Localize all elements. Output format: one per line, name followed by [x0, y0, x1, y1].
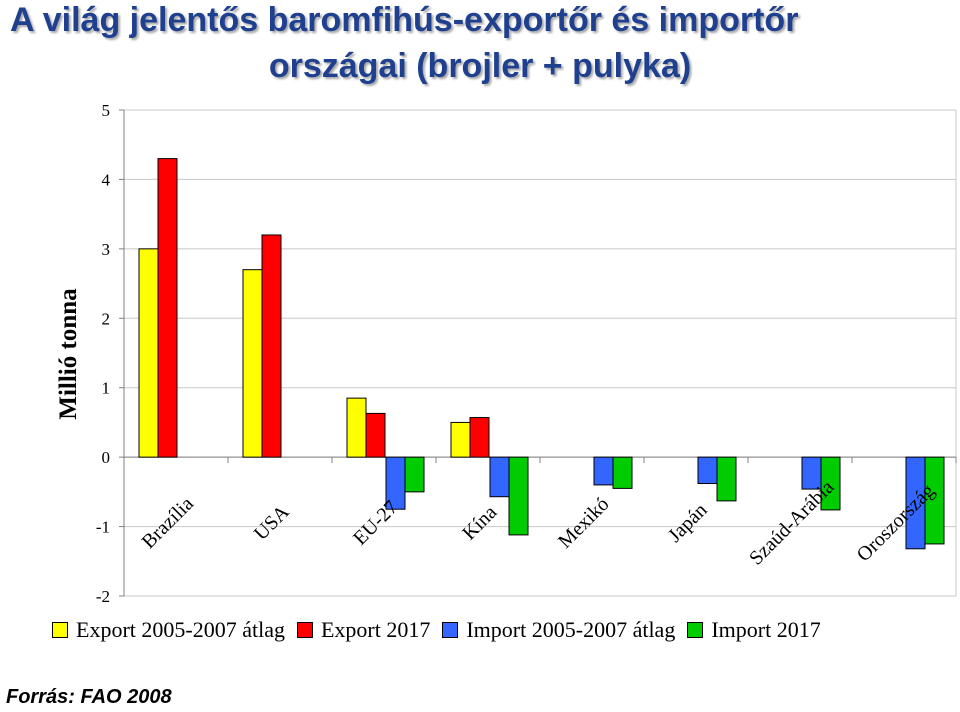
bar [820, 456, 841, 511]
legend-swatch [52, 622, 68, 638]
legend-item: Import 2017 [687, 617, 821, 643]
bar [508, 456, 529, 536]
source-note: Forrás: FAO 2008 [6, 686, 172, 708]
category-label: Kína [458, 501, 501, 544]
bar [924, 456, 945, 545]
bar [365, 412, 386, 458]
category-label: Szaúd-Arábia [745, 476, 838, 569]
bar [261, 234, 282, 458]
bar [450, 421, 471, 458]
y-tick-label: 4 [102, 170, 111, 189]
y-tick-label: 3 [102, 240, 111, 259]
bar [612, 456, 633, 489]
legend-swatch [442, 622, 459, 638]
category-label: Mexikó [554, 493, 614, 553]
y-tick-label: -2 [96, 587, 110, 606]
legend-label: Export 2017 [320, 617, 431, 642]
y-tick-label: 2 [102, 309, 111, 328]
bar [157, 158, 178, 458]
legend-label: Export 2005-2007 átlag [76, 617, 285, 642]
bar [138, 248, 159, 458]
legend-item: Export 2017 [296, 617, 431, 643]
bar [469, 417, 490, 458]
legend-swatch [296, 622, 313, 638]
category-label: Japán [664, 499, 712, 547]
y-tick-label: 1 [102, 379, 111, 398]
bar [697, 456, 718, 485]
bar [346, 397, 367, 458]
category-label: EU-27 [349, 496, 402, 549]
bar [242, 269, 263, 458]
chart-title-line-1: A világ jelentős baromfihús-exportőr és … [10, 1, 799, 39]
legend: Export 2005-2007 átlag Export 2017 Impor… [52, 616, 833, 644]
category-label: Brazília [138, 493, 198, 553]
legend-label: Import 2017 [711, 617, 821, 642]
legend-swatch [687, 622, 704, 638]
y-axis-title: Millió tonna [55, 288, 82, 420]
legend-label: Import 2005-2007 átlag [466, 617, 676, 642]
legend-item: Export 2005-2007 átlag [52, 617, 285, 643]
y-tick-label: 5 [102, 101, 111, 120]
bar [489, 456, 510, 498]
y-tick-label: 0 [102, 448, 111, 467]
category-label: USA [250, 501, 294, 545]
bar [593, 456, 614, 486]
y-tick-label: -1 [96, 518, 110, 537]
bar [404, 456, 425, 493]
legend-item: Import 2005-2007 átlag [442, 617, 675, 643]
chart-title-line-2: országai (brojler + pulyka) [268, 47, 692, 85]
bar [716, 456, 737, 502]
